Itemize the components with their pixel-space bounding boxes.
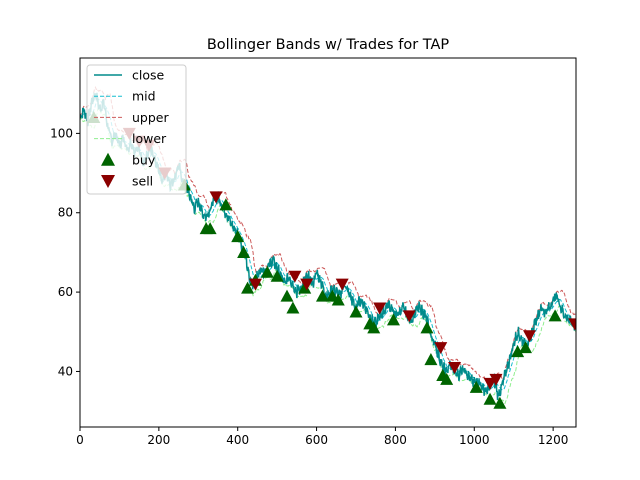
buy-marker [483, 392, 497, 405]
plot-frame [79, 57, 577, 428]
buy-marker [511, 345, 525, 358]
sell-marker [434, 342, 448, 355]
sell-marker [402, 310, 416, 323]
sell-marker [248, 278, 262, 291]
buy-marker [241, 281, 255, 294]
buy-marker [424, 353, 438, 366]
sell-marker [373, 302, 387, 315]
buy-marker [440, 372, 454, 385]
x-axis-ticks: 0 200 400 600 800 1000 1200 [76, 427, 568, 447]
buy-marker [270, 269, 284, 282]
lower-band-line [80, 107, 576, 405]
buy-marker [420, 321, 434, 334]
buy-marker [386, 313, 400, 326]
buy-marker [298, 281, 312, 294]
buy-markers [87, 111, 562, 409]
buy-marker [367, 321, 381, 334]
buy-marker [315, 289, 329, 302]
x-tick-label: 0 [76, 433, 84, 447]
buy-marker [219, 198, 233, 211]
sell-marker [288, 270, 302, 283]
buy-marker [469, 380, 483, 393]
legend-swatch [101, 152, 115, 166]
y-axis-ticks: 40 60 80 100 [50, 126, 80, 378]
sell-marker [300, 278, 314, 291]
buy-marker [203, 222, 217, 235]
sell-marker [489, 373, 503, 386]
legend-label-close: close [132, 68, 165, 83]
buy-marker [493, 396, 507, 409]
legend-label-lower: lower [132, 131, 167, 146]
buy-marker [519, 341, 533, 354]
x-tick-label: 200 [147, 433, 170, 447]
legend-label-upper: upper [132, 110, 169, 125]
y-tick-label: 80 [58, 206, 73, 220]
y-tick-label: 60 [58, 285, 73, 299]
buy-marker [231, 230, 245, 243]
buy-marker [349, 305, 363, 318]
x-tick-label: 1000 [459, 433, 490, 447]
legend: close mid upper lower buy sell [86, 64, 187, 195]
x-tick-label: 600 [305, 433, 328, 447]
legend-label-mid: mid [132, 89, 156, 104]
x-tick-label: 400 [226, 433, 249, 447]
chart-title: Bollinger Bands w/ Trades for TAP [207, 37, 450, 53]
sell-marker [209, 191, 223, 204]
legend-label-sell: sell [132, 174, 153, 189]
y-tick-label: 100 [50, 126, 73, 140]
buy-marker [331, 293, 345, 306]
upper-band-line [80, 85, 576, 384]
sell-marker [522, 330, 536, 343]
buy-marker [548, 309, 562, 322]
y-tick-label: 40 [58, 364, 73, 378]
buy-marker [237, 245, 251, 258]
buy-marker [260, 265, 274, 278]
buy-marker [280, 289, 294, 302]
legend-swatch [101, 175, 115, 188]
sell-marker [568, 318, 576, 331]
x-tick-label: 800 [384, 433, 407, 447]
sell-marker [448, 361, 462, 374]
x-tick-label: 1200 [538, 433, 569, 447]
sell-marker [335, 278, 349, 291]
legend-label-buy: buy [132, 152, 156, 167]
buy-marker [286, 301, 300, 314]
